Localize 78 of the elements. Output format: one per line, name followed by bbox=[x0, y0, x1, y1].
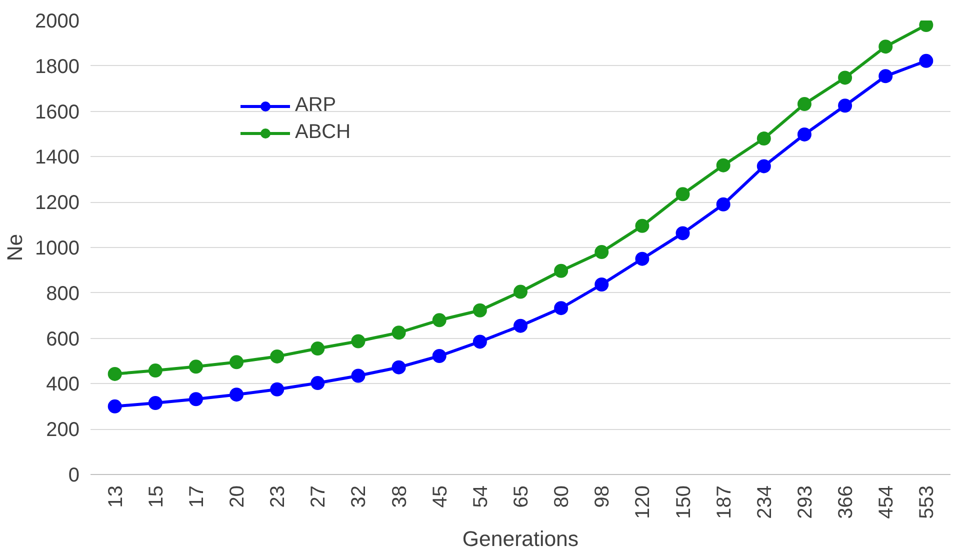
point bbox=[635, 218, 650, 233]
x-tick-label: 366 bbox=[835, 485, 858, 519]
point bbox=[188, 360, 203, 374]
x-tick-label: 454 bbox=[876, 485, 898, 519]
point bbox=[432, 313, 446, 328]
point bbox=[878, 69, 893, 84]
point bbox=[716, 197, 730, 212]
point bbox=[676, 226, 690, 240]
point bbox=[108, 366, 122, 381]
point bbox=[472, 303, 487, 318]
x-tick-label: 98 bbox=[592, 485, 614, 508]
x-tick-label: 54 bbox=[470, 485, 492, 508]
x-tick-label: 150 bbox=[672, 485, 695, 519]
point bbox=[472, 334, 487, 349]
y-tick-label: 1400 bbox=[35, 146, 80, 169]
point bbox=[919, 54, 934, 68]
y-tick-label: 1000 bbox=[35, 238, 80, 260]
point bbox=[310, 376, 325, 390]
x-tick-label: 27 bbox=[308, 485, 330, 508]
point bbox=[594, 245, 609, 260]
point bbox=[838, 70, 852, 85]
point bbox=[108, 399, 122, 414]
x-tick-label: 23 bbox=[267, 485, 290, 508]
y-axis-title: Ne bbox=[3, 234, 28, 262]
point bbox=[797, 127, 812, 142]
x-tick-label: 65 bbox=[510, 485, 532, 508]
x-tick-label: 17 bbox=[186, 485, 208, 508]
x-tick-label: 13 bbox=[104, 485, 127, 508]
point bbox=[756, 132, 771, 146]
point bbox=[838, 98, 852, 113]
legend-label: ABCH bbox=[295, 121, 351, 144]
point bbox=[351, 334, 366, 348]
y-tick-label: 200 bbox=[46, 419, 80, 442]
point bbox=[554, 301, 568, 316]
point bbox=[919, 20, 934, 32]
point bbox=[878, 40, 893, 54]
y-tick-label: 1800 bbox=[35, 56, 80, 78]
point bbox=[392, 360, 406, 374]
point bbox=[797, 97, 812, 112]
point bbox=[351, 368, 366, 383]
x-tick-label: 293 bbox=[794, 485, 816, 519]
point bbox=[148, 396, 162, 410]
y-tick-label: 800 bbox=[46, 282, 80, 305]
point bbox=[514, 318, 528, 333]
y-tick-label: 2000 bbox=[35, 10, 80, 32]
y-tick-label: 1600 bbox=[35, 101, 80, 124]
point bbox=[554, 264, 568, 278]
point bbox=[230, 355, 244, 370]
point bbox=[756, 159, 771, 174]
point bbox=[392, 326, 406, 340]
x-tick-label: 187 bbox=[713, 485, 736, 519]
y-tick-label: 400 bbox=[46, 374, 80, 396]
x-tick-label: 80 bbox=[551, 485, 574, 508]
x-tick-label: 38 bbox=[388, 485, 411, 508]
legend-label: ARP bbox=[295, 94, 336, 117]
x-tick-label: 45 bbox=[429, 485, 452, 508]
x-tick-label: 15 bbox=[145, 485, 168, 508]
x-tick-label: 20 bbox=[226, 485, 249, 508]
point bbox=[270, 382, 284, 396]
point bbox=[310, 342, 325, 356]
point bbox=[716, 158, 730, 172]
y-tick-label: 0 bbox=[68, 464, 80, 486]
point bbox=[230, 388, 244, 402]
x-axis-title: Generations bbox=[462, 526, 579, 551]
point bbox=[270, 349, 284, 364]
x-tick-label: 120 bbox=[632, 485, 654, 519]
x-tick-label: 32 bbox=[348, 485, 370, 508]
x-tick-label: 553 bbox=[916, 485, 938, 519]
point bbox=[676, 187, 690, 202]
point bbox=[148, 364, 162, 378]
point bbox=[188, 392, 203, 406]
point bbox=[594, 278, 609, 292]
y-tick-label: 600 bbox=[46, 328, 80, 350]
x-tick-label: 234 bbox=[754, 485, 776, 519]
point bbox=[514, 284, 528, 299]
point bbox=[635, 252, 650, 266]
y-tick-label: 1200 bbox=[35, 192, 80, 214]
point bbox=[432, 349, 446, 363]
